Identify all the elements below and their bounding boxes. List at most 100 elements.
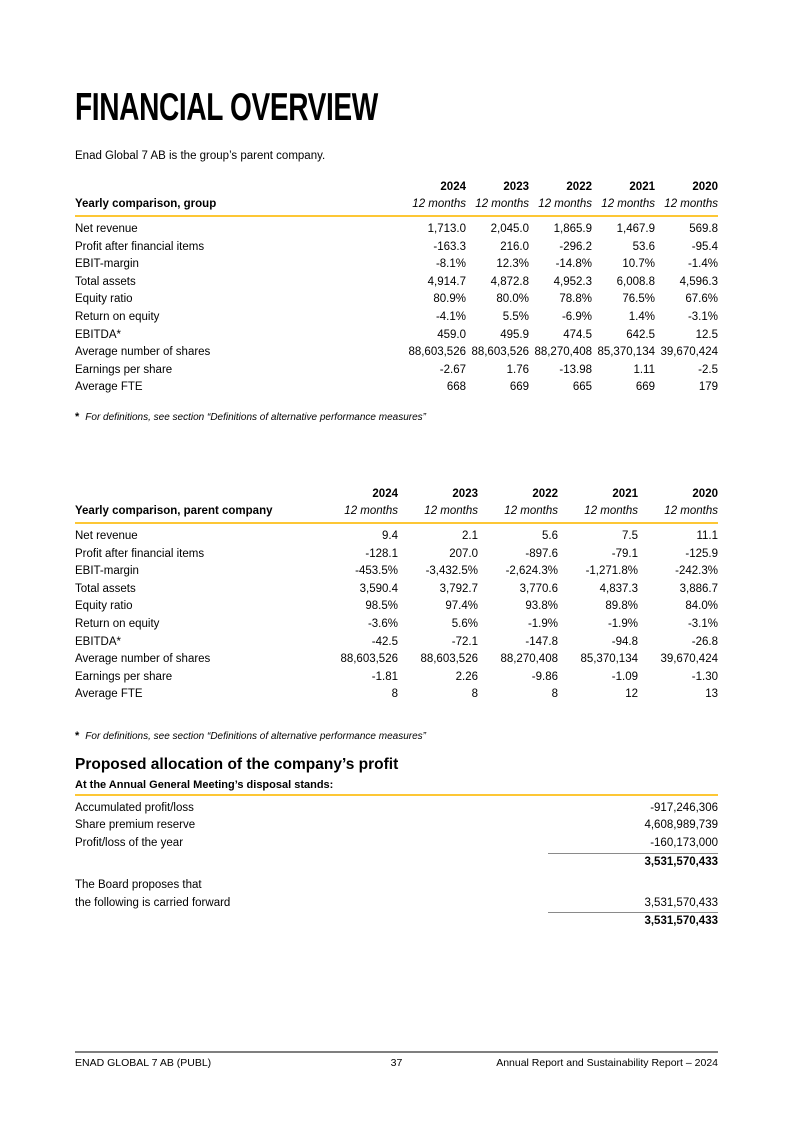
table-row: EBITDA* 459.0 495.9 474.5 642.5 12.5 bbox=[75, 327, 718, 345]
table-row: Net revenue 9.4 2.1 5.6 7.5 11.1 bbox=[75, 524, 718, 546]
cell-value: -125.9 bbox=[685, 547, 718, 560]
footnote-text: For definitions, see section “Definition… bbox=[85, 411, 426, 423]
cell-value: 216.0 bbox=[500, 240, 529, 253]
allocation-label: Accumulated profit/loss bbox=[75, 801, 194, 814]
cell-value: 39,670,424 bbox=[660, 653, 718, 666]
year-header-row: 2024 2023 2022 2021 2020 bbox=[75, 485, 718, 503]
row-label: Average FTE bbox=[75, 381, 143, 394]
allocation-value: -917,246,306 bbox=[650, 801, 718, 814]
year-header: 2024 bbox=[440, 181, 466, 193]
cell-value: -296.2 bbox=[559, 240, 592, 253]
cell-value: -3.6% bbox=[367, 617, 398, 630]
table-row: Average FTE 8 8 8 12 13 bbox=[75, 686, 718, 704]
cell-value: 85,370,134 bbox=[580, 653, 638, 666]
table-row: Return on equity -3.6% 5.6% -1.9% -1.9% -3.1% bbox=[75, 616, 718, 634]
table-row: EBIT-margin -8.1% 12.3% -14.8% 10.7% -1.4% bbox=[75, 256, 718, 274]
cell-value: 98.5% bbox=[365, 600, 398, 613]
cell-value: 80.0% bbox=[496, 293, 529, 306]
cell-value: -95.4 bbox=[691, 240, 718, 253]
allocation-row: The Board proposes that bbox=[75, 877, 718, 895]
year-header: 2021 bbox=[629, 181, 655, 193]
cell-value: 67.6% bbox=[685, 293, 718, 306]
page-title: FINANCIAL OVERVIEW bbox=[75, 86, 378, 129]
row-label: EBITDA* bbox=[75, 635, 122, 648]
allocation-row: 3,531,570,433 bbox=[75, 912, 718, 931]
cell-value: 1.4% bbox=[628, 310, 655, 323]
footnote-group: * For definitions, see section “Definitio… bbox=[75, 411, 718, 423]
cell-value: 88,270,408 bbox=[534, 346, 592, 359]
cell-value: -8.1% bbox=[435, 258, 466, 271]
cell-value: 88,603,526 bbox=[340, 653, 398, 666]
table-row: Average FTE 668 669 665 669 179 bbox=[75, 379, 718, 397]
row-label: Earnings per share bbox=[75, 670, 173, 683]
cell-value: 9.4 bbox=[382, 529, 398, 542]
period-label: 12 months bbox=[584, 504, 638, 517]
cell-value: -1.09 bbox=[611, 670, 638, 683]
table-row: Equity ratio 80.9% 80.0% 78.8% 76.5% 67.6% bbox=[75, 291, 718, 309]
table-row: Profit after financial items -128.1 207.0 -… bbox=[75, 546, 718, 564]
cell-value: 669 bbox=[509, 381, 529, 394]
cell-value: 11.1 bbox=[696, 529, 718, 542]
cell-value: -13.98 bbox=[559, 363, 592, 376]
cell-value: 6,008.8 bbox=[616, 275, 655, 288]
parent-company-comparison-table: 2024 2023 2022 2021 2020 Yearly comparison, p… bbox=[75, 485, 718, 704]
period-label: 12 months bbox=[538, 198, 592, 210]
period-label: 12 months bbox=[664, 504, 718, 517]
intro-text: Enad Global 7 AB is the group’s parent c… bbox=[75, 150, 326, 162]
cell-value: 4,914.7 bbox=[427, 275, 466, 288]
allocation-value: 3,531,570,433 bbox=[644, 896, 718, 909]
cell-value: 10.7% bbox=[622, 258, 655, 271]
cell-value: -453.5% bbox=[355, 565, 398, 578]
table-row: Average number of shares 88,603,526 88,603… bbox=[75, 651, 718, 669]
cell-value: 1,713.0 bbox=[427, 223, 466, 235]
cell-value: -147.8 bbox=[525, 635, 558, 648]
cell-value: 5.6% bbox=[451, 617, 478, 630]
cell-value: -242.3% bbox=[675, 565, 718, 578]
table-row: Total assets 4,914.7 4,872.8 4,952.3 6,008.8… bbox=[75, 274, 718, 292]
allocation-row: Accumulated profit/loss -917,246,306 bbox=[75, 800, 718, 818]
cell-value: 4,837.3 bbox=[599, 582, 638, 595]
cell-value: -6.9% bbox=[561, 310, 592, 323]
cell-value: -79.1 bbox=[611, 547, 638, 560]
asterisk-marker: * bbox=[75, 729, 80, 742]
spacer-cell bbox=[75, 485, 318, 503]
cell-value: 78.8% bbox=[559, 293, 592, 306]
cell-value: -42.5 bbox=[371, 635, 398, 648]
cell-value: -1.4% bbox=[687, 258, 718, 271]
cell-value: 12 bbox=[625, 688, 638, 701]
year-header: 2023 bbox=[503, 181, 529, 193]
allocation-label: Profit/loss of the year bbox=[75, 837, 184, 850]
allocation-value: 3,531,570,433 bbox=[548, 852, 718, 872]
row-label: Average number of shares bbox=[75, 653, 211, 666]
cell-value: 495.9 bbox=[500, 328, 529, 341]
spacer-cell bbox=[75, 178, 403, 196]
cell-value: 85,370,134 bbox=[597, 346, 655, 359]
cell-value: -1.30 bbox=[691, 670, 718, 683]
cell-value: 76.5% bbox=[622, 293, 655, 306]
cell-value: 5.6 bbox=[542, 529, 558, 542]
cell-value: 8 bbox=[471, 688, 478, 701]
table-row: Profit after financial items -163.3 216.0 -… bbox=[75, 239, 718, 257]
allocation-value: -160,173,000 bbox=[650, 837, 718, 850]
cell-value: 97.4% bbox=[445, 600, 478, 613]
cell-value: 3,770.6 bbox=[519, 582, 558, 595]
cell-value: 7.5 bbox=[622, 529, 638, 542]
table-row: Return on equity -4.1% 5.5% -6.9% 1.4% -3.1% bbox=[75, 309, 718, 327]
year-header: 2021 bbox=[612, 487, 638, 500]
cell-value: 88,603,526 bbox=[471, 346, 529, 359]
allocation-table: Accumulated profit/loss -917,246,306 Share… bbox=[75, 796, 718, 931]
cell-value: -4.1% bbox=[435, 310, 466, 323]
cell-value: -2.5 bbox=[698, 363, 718, 376]
period-label: 12 months bbox=[344, 504, 398, 517]
cell-value: -3,432.5% bbox=[425, 565, 478, 578]
row-label: Average FTE bbox=[75, 688, 143, 701]
cell-value: -2,624.3% bbox=[505, 565, 558, 578]
period-label: 12 months bbox=[601, 198, 655, 210]
cell-value: 84.0% bbox=[685, 600, 718, 613]
period-label: 12 months bbox=[475, 198, 529, 210]
allocation-row: Profit/loss of the year -160,173,000 bbox=[75, 835, 718, 853]
table-row: Earnings per share -1.81 2.26 -9.86 -1.09 -1.… bbox=[75, 669, 718, 687]
row-label: Net revenue bbox=[75, 223, 138, 235]
cell-value: 1.11 bbox=[633, 363, 655, 376]
row-label: Earnings per share bbox=[75, 363, 173, 376]
